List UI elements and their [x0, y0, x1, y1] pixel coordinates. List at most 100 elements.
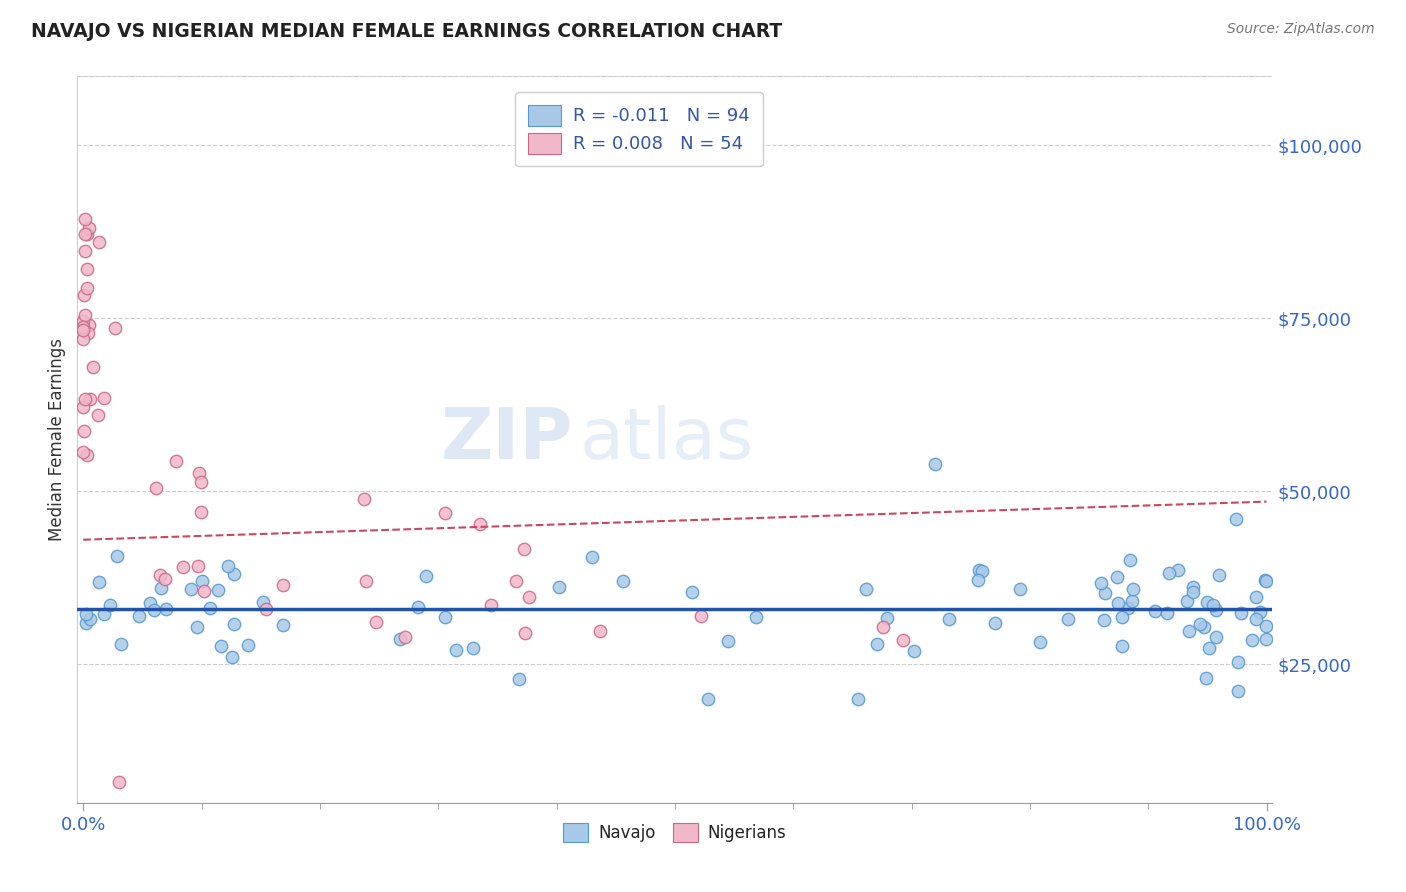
Point [1092, 613, 1115, 627]
Point [581, 549, 603, 564]
Point [79, 611, 101, 625]
Point [93, 607, 115, 621]
Point [1208, 567, 1230, 582]
Point [76, 262, 98, 277]
Point [75, 607, 97, 621]
Point [513, 626, 536, 640]
Point [1178, 624, 1201, 638]
Point [236, 638, 259, 652]
Point [1181, 585, 1204, 599]
Point [970, 565, 993, 579]
Point [73, 212, 96, 227]
Point [1198, 640, 1220, 655]
Point [415, 569, 437, 583]
Point [1241, 632, 1264, 647]
Point [155, 602, 177, 616]
Point [1254, 619, 1277, 633]
Point [508, 673, 530, 687]
Point [72, 400, 94, 414]
Point [172, 560, 194, 574]
Point [1143, 604, 1166, 618]
Point [1118, 601, 1140, 615]
Text: atlas: atlas [579, 405, 754, 474]
Point [82, 359, 104, 374]
Point [406, 600, 429, 615]
Point [145, 481, 167, 495]
Point [187, 466, 209, 480]
Point [73, 288, 96, 302]
Point [1205, 603, 1227, 617]
Point [1202, 598, 1225, 612]
Point [517, 590, 540, 604]
Point [1195, 595, 1218, 609]
Point [72, 444, 94, 458]
Point [855, 582, 877, 597]
Point [697, 692, 720, 706]
Point [1249, 606, 1271, 620]
Point [193, 583, 215, 598]
Point [222, 567, 245, 582]
Point [1181, 580, 1204, 594]
Point [1246, 612, 1268, 626]
Point [75, 616, 97, 631]
Point [155, 572, 177, 586]
Point [221, 649, 243, 664]
Point [1227, 684, 1250, 698]
Point [433, 506, 456, 520]
Point [1119, 552, 1142, 566]
Point [73, 308, 96, 322]
Point [394, 630, 416, 644]
Point [1029, 635, 1052, 649]
Point [446, 643, 468, 657]
Point [1244, 590, 1267, 604]
Point [222, 616, 245, 631]
Point [938, 612, 960, 626]
Point [1057, 612, 1080, 626]
Point [198, 600, 221, 615]
Point [72, 424, 94, 438]
Point [612, 574, 634, 588]
Point [364, 615, 387, 629]
Text: NAVAJO VS NIGERIAN MEDIAN FEMALE EARNINGS CORRELATION CHART: NAVAJO VS NIGERIAN MEDIAN FEMALE EARNING… [31, 22, 782, 41]
Point [1256, 632, 1278, 646]
Point [876, 610, 898, 624]
Point [1111, 610, 1133, 624]
Point [1254, 573, 1277, 587]
Point [191, 574, 214, 589]
Point [149, 581, 172, 595]
Point [79, 392, 101, 406]
Point [1194, 620, 1216, 634]
Point [254, 602, 277, 616]
Point [1256, 574, 1278, 588]
Point [190, 475, 212, 490]
Point [903, 644, 925, 658]
Point [72, 332, 94, 346]
Point [77, 221, 100, 235]
Point [967, 563, 990, 577]
Point [105, 549, 128, 563]
Point [1121, 593, 1143, 607]
Point [75, 227, 97, 241]
Point [717, 634, 740, 648]
Point [87, 408, 110, 422]
Y-axis label: Median Female Earnings: Median Female Earnings [48, 338, 66, 541]
Point [209, 640, 232, 654]
Point [1195, 671, 1218, 685]
Point [143, 602, 166, 616]
Point [1188, 617, 1211, 632]
Point [745, 610, 768, 624]
Point [479, 598, 502, 612]
Point [689, 609, 711, 624]
Point [76, 448, 98, 462]
Point [107, 775, 129, 789]
Point [104, 321, 127, 335]
Point [271, 618, 294, 632]
Point [1107, 596, 1129, 610]
Point [1225, 512, 1247, 526]
Point [512, 541, 534, 556]
Point [72, 314, 94, 328]
Point [967, 573, 990, 587]
Point [891, 632, 914, 647]
Point [1107, 570, 1129, 584]
Point [433, 610, 456, 624]
